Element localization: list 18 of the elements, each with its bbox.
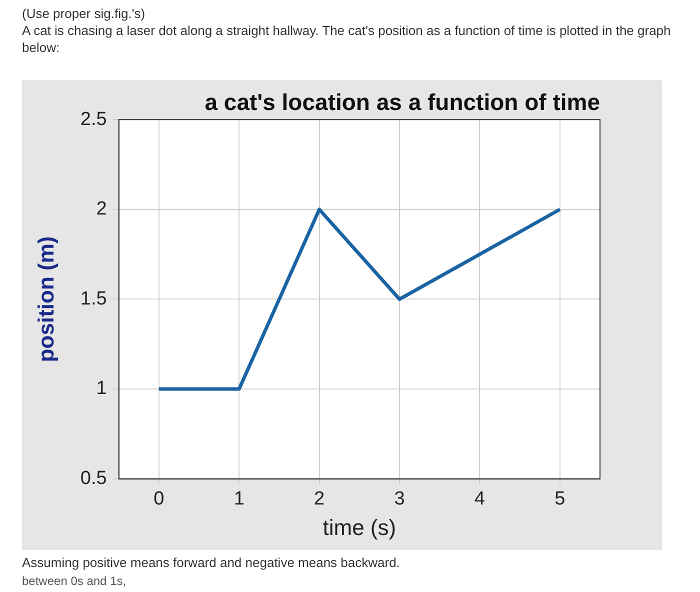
text: between 0s and 1s,: [22, 573, 126, 590]
text: A cat is chasing a laser dot along a straight hallway. The cat's position as a function of time is plotted in the graph below:: [22, 22, 672, 56]
x-tick-label: 2: [314, 488, 325, 510]
x-tick-label: 5: [554, 488, 566, 510]
y-tick-label: 2: [96, 198, 107, 220]
y-tick-label: 1: [96, 378, 107, 400]
x-tick-label: 1: [234, 488, 244, 510]
chart-title: a cat's location as a function of time: [204, 89, 600, 116]
y-tick-label: 0.5: [80, 468, 107, 490]
y-tick-label: 2.5: [80, 108, 107, 130]
text: Assuming positive means forward and negative means backward.: [22, 554, 400, 571]
x-axis-title: time (s): [322, 514, 396, 540]
y-axis-title: position (m): [33, 236, 58, 362]
x-tick-label: 0: [154, 488, 164, 510]
x-tick-label: 4: [474, 488, 486, 510]
y-tick-label: 1.5: [80, 288, 107, 310]
text: (Use proper sig.fig.'s): [22, 5, 146, 22]
x-tick-label: 3: [394, 488, 405, 510]
